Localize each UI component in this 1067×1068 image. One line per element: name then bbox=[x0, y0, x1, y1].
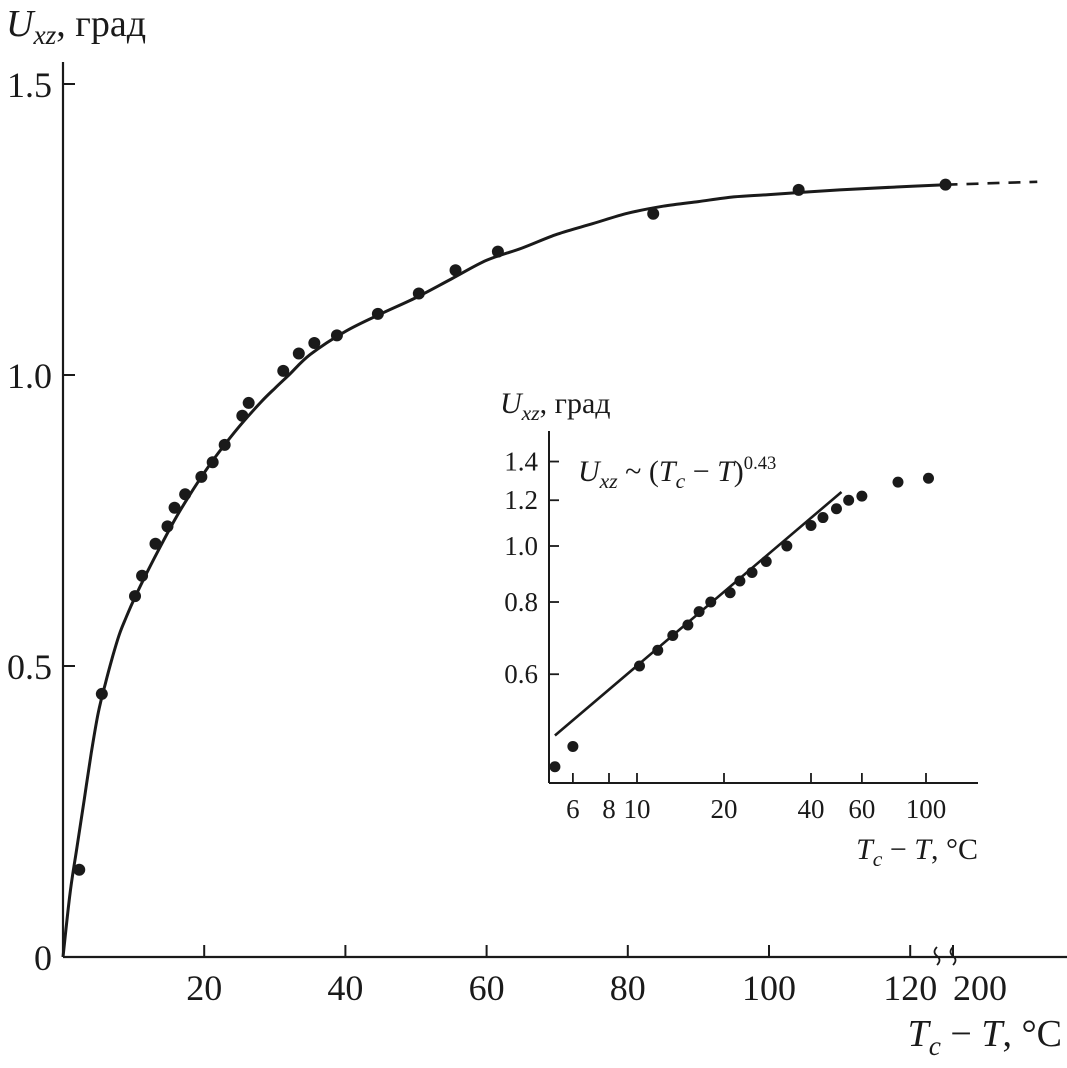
inset-data-point bbox=[805, 520, 817, 532]
main-data-point bbox=[939, 178, 952, 191]
inset-data-point bbox=[667, 630, 679, 642]
main-data-point bbox=[449, 264, 462, 277]
main-data-point bbox=[242, 396, 255, 409]
main-data-point bbox=[179, 488, 192, 501]
main-x-tick-label: 80 bbox=[610, 968, 646, 1008]
main-data-point bbox=[168, 501, 181, 514]
main-y-tick-label: 1.0 bbox=[7, 356, 52, 396]
inset-x-tick-label: 20 bbox=[710, 794, 737, 824]
main-x-tick-label: 20 bbox=[186, 968, 222, 1008]
main-y-tick-label: 0.5 bbox=[7, 647, 52, 687]
main-data-point bbox=[218, 438, 231, 451]
inset-x-tick-label: 8 bbox=[602, 794, 616, 824]
main-x-tick-label: 100 bbox=[742, 968, 796, 1008]
inset-data-point bbox=[682, 619, 694, 631]
inset-data-point bbox=[567, 740, 579, 752]
inset-x-tick-label: 60 bbox=[848, 794, 875, 824]
main-data-point bbox=[292, 347, 305, 360]
inset-y-tick-label: 1.4 bbox=[504, 447, 538, 477]
inset-data-points bbox=[549, 472, 934, 773]
inset-chart: 6 8 10 20 40 60 100 0.6 0.8 1.0 1.2 1.4 Uxz, град T… bbox=[500, 387, 978, 871]
main-data-point bbox=[73, 863, 86, 876]
main-data-point bbox=[792, 183, 805, 196]
inset-data-point bbox=[892, 476, 904, 488]
main-data-point bbox=[371, 307, 384, 320]
main-data-point bbox=[129, 590, 142, 603]
inset-ticks: 6 8 10 20 40 60 100 0.6 0.8 1.0 1.2 1.4 bbox=[504, 447, 946, 824]
inset-data-point bbox=[843, 494, 855, 506]
inset-data-point bbox=[693, 606, 705, 618]
main-data-point bbox=[330, 329, 343, 342]
inset-x-tick-label: 40 bbox=[797, 794, 824, 824]
main-data-point bbox=[95, 687, 108, 700]
main-data-point bbox=[491, 245, 504, 258]
inset-y-tick-label: 0.8 bbox=[504, 587, 538, 617]
main-data-point bbox=[277, 364, 290, 377]
main-axis-break bbox=[933, 946, 957, 966]
main-data-point bbox=[161, 520, 174, 533]
main-data-point bbox=[412, 287, 425, 300]
inset-data-point bbox=[724, 587, 736, 599]
inset-x-axis-title: Tc − T, °C bbox=[856, 833, 978, 871]
main-data-point bbox=[195, 470, 208, 483]
main-data-point bbox=[149, 537, 162, 550]
main-data-point bbox=[236, 409, 249, 422]
main-y-tick-label: 0 bbox=[34, 938, 52, 978]
inset-data-point bbox=[746, 566, 758, 578]
main-y-tick-label: 1.5 bbox=[7, 65, 52, 105]
main-data-point bbox=[136, 569, 149, 582]
main-chart: 20 40 60 80 100 120 0 0.5 1.0 1.5 200 Uxz, град T… bbox=[6, 3, 1067, 1061]
main-x-tick-label: 120 bbox=[883, 968, 937, 1008]
inset-data-point bbox=[652, 644, 664, 656]
main-ticks: 20 40 60 80 100 120 0 0.5 1.0 1.5 bbox=[7, 65, 954, 1008]
inset-y-tick-label: 1.2 bbox=[504, 485, 538, 515]
main-data-points bbox=[73, 178, 952, 876]
inset-data-point bbox=[760, 556, 772, 568]
inset-data-point bbox=[830, 503, 842, 515]
main-data-point bbox=[647, 207, 660, 220]
inset-y-axis-title: Uxz, град bbox=[500, 387, 611, 425]
main-fit-curve bbox=[61, 183, 946, 958]
inset-data-point bbox=[549, 761, 561, 773]
main-data-point bbox=[308, 336, 321, 349]
main-extrapolation-dashed bbox=[945, 180, 1038, 186]
main-y-axis-title: Uxz, град bbox=[6, 3, 146, 50]
inset-power-law-annotation: Uxz ~ (Tc − T)0.43 bbox=[578, 453, 776, 493]
inset-x-tick-label: 100 bbox=[906, 794, 947, 824]
inset-data-point bbox=[856, 490, 868, 502]
main-x-tick-label: 60 bbox=[469, 968, 505, 1008]
inset-data-point bbox=[817, 512, 829, 524]
inset-y-tick-label: 0.6 bbox=[504, 659, 538, 689]
main-data-point bbox=[206, 456, 219, 469]
inset-data-point bbox=[734, 575, 746, 587]
inset-data-point bbox=[781, 540, 793, 552]
inset-x-tick-label: 6 bbox=[566, 794, 580, 824]
inset-x-tick-label: 10 bbox=[624, 794, 651, 824]
main-break-tick-label: 200 bbox=[953, 968, 1007, 1008]
inset-data-point bbox=[922, 472, 934, 484]
main-x-axis-title: Tc − T, °C bbox=[908, 1013, 1062, 1061]
inset-y-tick-label: 1.0 bbox=[504, 531, 538, 561]
main-x-tick-label: 40 bbox=[327, 968, 363, 1008]
inset-data-point bbox=[705, 596, 717, 608]
inset-data-point bbox=[633, 660, 645, 672]
